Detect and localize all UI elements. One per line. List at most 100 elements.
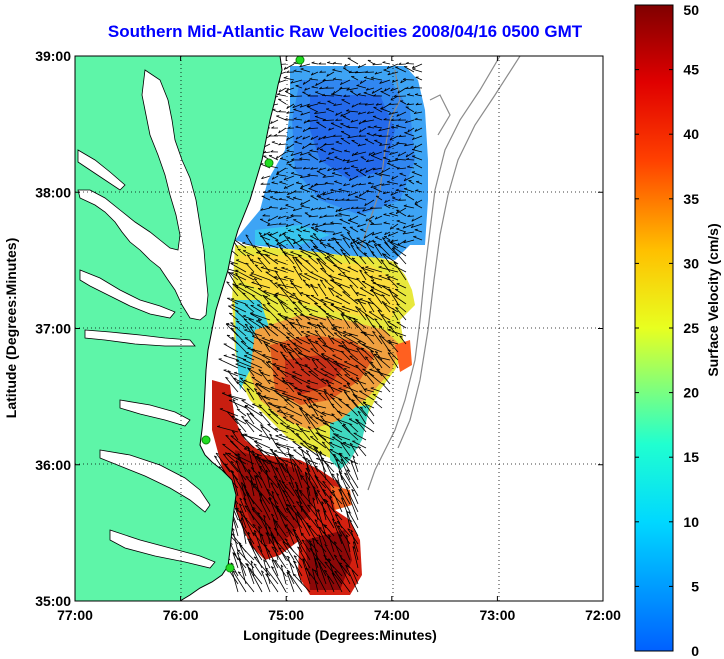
velocity-vector-head xyxy=(265,361,270,364)
velocity-vector xyxy=(330,122,343,129)
velocity-vector-head xyxy=(273,390,277,392)
velocity-vector xyxy=(272,109,279,113)
colorbar-tick-label: 50 xyxy=(683,2,699,18)
velocity-vector-head xyxy=(344,472,348,475)
station-1 xyxy=(295,56,305,65)
velocity-vector-head xyxy=(350,460,354,464)
velocity-vector-head xyxy=(334,198,338,201)
velocity-vector xyxy=(277,313,295,321)
velocity-vector xyxy=(314,475,327,497)
velocity-vector-head xyxy=(265,532,269,535)
velocity-vector xyxy=(293,239,303,245)
velocity-vector xyxy=(230,440,247,457)
velocity-vector xyxy=(340,131,351,137)
velocity-vector-head xyxy=(326,558,330,561)
velocity-vector-head xyxy=(320,298,324,301)
velocity-vector xyxy=(317,283,327,297)
velocity-vector-head xyxy=(371,251,375,253)
velocity-vector xyxy=(340,442,351,457)
velocity-vector-head xyxy=(348,70,352,74)
velocity-vector-head xyxy=(322,222,326,225)
velocity-vector-head xyxy=(346,198,350,201)
velocity-vector xyxy=(271,141,279,145)
velocity-vector-head xyxy=(318,434,322,436)
velocity-vector xyxy=(292,441,303,449)
velocity-vector xyxy=(276,392,295,401)
velocity-vector-head xyxy=(387,352,391,355)
velocity-vector-head xyxy=(384,232,387,236)
velocity-vector xyxy=(310,295,327,305)
velocity-vector xyxy=(391,126,399,129)
velocity-vector-head xyxy=(255,474,259,478)
y-tick-label: 39:00 xyxy=(35,48,71,64)
velocity-vector-head xyxy=(274,270,278,273)
velocity-vector-head xyxy=(275,505,279,508)
velocity-vector xyxy=(225,323,239,337)
velocity-vector xyxy=(413,163,423,169)
velocity-vector xyxy=(270,534,287,553)
velocity-vector-head xyxy=(365,242,369,245)
velocity-vector-head xyxy=(270,482,274,485)
velocity-vector xyxy=(306,119,319,123)
velocity-vector xyxy=(315,476,327,489)
velocity-vector xyxy=(276,507,287,529)
velocity-vector-head xyxy=(252,524,256,526)
velocity-vector xyxy=(370,288,383,305)
velocity-vector-head xyxy=(232,430,236,433)
velocity-vector-head xyxy=(338,470,342,474)
velocity-vector xyxy=(395,125,407,129)
velocity-vector xyxy=(390,87,399,92)
velocity-vector xyxy=(324,257,335,265)
velocity-vector xyxy=(287,555,295,577)
velocity-vector xyxy=(229,312,239,321)
velocity-vector xyxy=(349,519,359,537)
velocity-vector xyxy=(383,222,391,225)
velocity-vector-head xyxy=(309,77,313,80)
bathymetry-contours xyxy=(359,56,521,491)
velocity-vector xyxy=(370,183,383,189)
velocity-vector-head xyxy=(387,339,391,342)
velocity-vector-head xyxy=(319,322,323,324)
velocity-vector-head xyxy=(356,377,360,380)
velocity-vector xyxy=(408,180,415,185)
velocity-vector-head xyxy=(286,137,289,141)
velocity-vector xyxy=(333,332,351,345)
velocity-vector-head xyxy=(382,383,386,385)
velocity-vector xyxy=(400,79,407,84)
velocity-vector-head xyxy=(372,152,376,156)
velocity-vector xyxy=(287,447,295,473)
velocity-vector xyxy=(342,291,359,305)
velocity-vector xyxy=(309,543,319,569)
velocity-vector xyxy=(304,87,311,91)
velocity-vector-head xyxy=(295,512,298,516)
velocity-vector-head xyxy=(274,427,278,430)
velocity-vector xyxy=(354,151,367,156)
velocity-vector xyxy=(373,187,383,193)
velocity-vector xyxy=(346,403,359,417)
velocity-vector xyxy=(264,544,279,569)
velocity-vector xyxy=(274,259,287,265)
velocity-vector-head xyxy=(270,411,274,413)
velocity-vector xyxy=(353,432,367,441)
velocity-vector xyxy=(300,505,319,529)
velocity-vector-head xyxy=(364,388,368,390)
velocity-vector xyxy=(347,266,359,273)
velocity-vector xyxy=(275,151,287,160)
velocity-vector-head xyxy=(302,279,306,282)
velocity-vector xyxy=(231,304,247,313)
velocity-vector xyxy=(372,325,383,337)
velocity-vector-head xyxy=(346,403,350,406)
velocity-vector-head xyxy=(322,175,326,178)
velocity-vector xyxy=(252,295,263,305)
velocity-vector-head xyxy=(334,214,338,217)
velocity-vector-head xyxy=(238,518,242,522)
velocity-vector xyxy=(342,116,351,121)
velocity-vector-head xyxy=(402,231,406,235)
velocity-vector xyxy=(283,77,295,81)
velocity-vector-head xyxy=(292,505,296,508)
velocity-vector-head xyxy=(337,525,341,528)
velocity-vector xyxy=(383,303,399,313)
velocity-vector xyxy=(274,428,287,433)
velocity-vector xyxy=(310,348,327,361)
velocity-vector xyxy=(323,422,343,433)
